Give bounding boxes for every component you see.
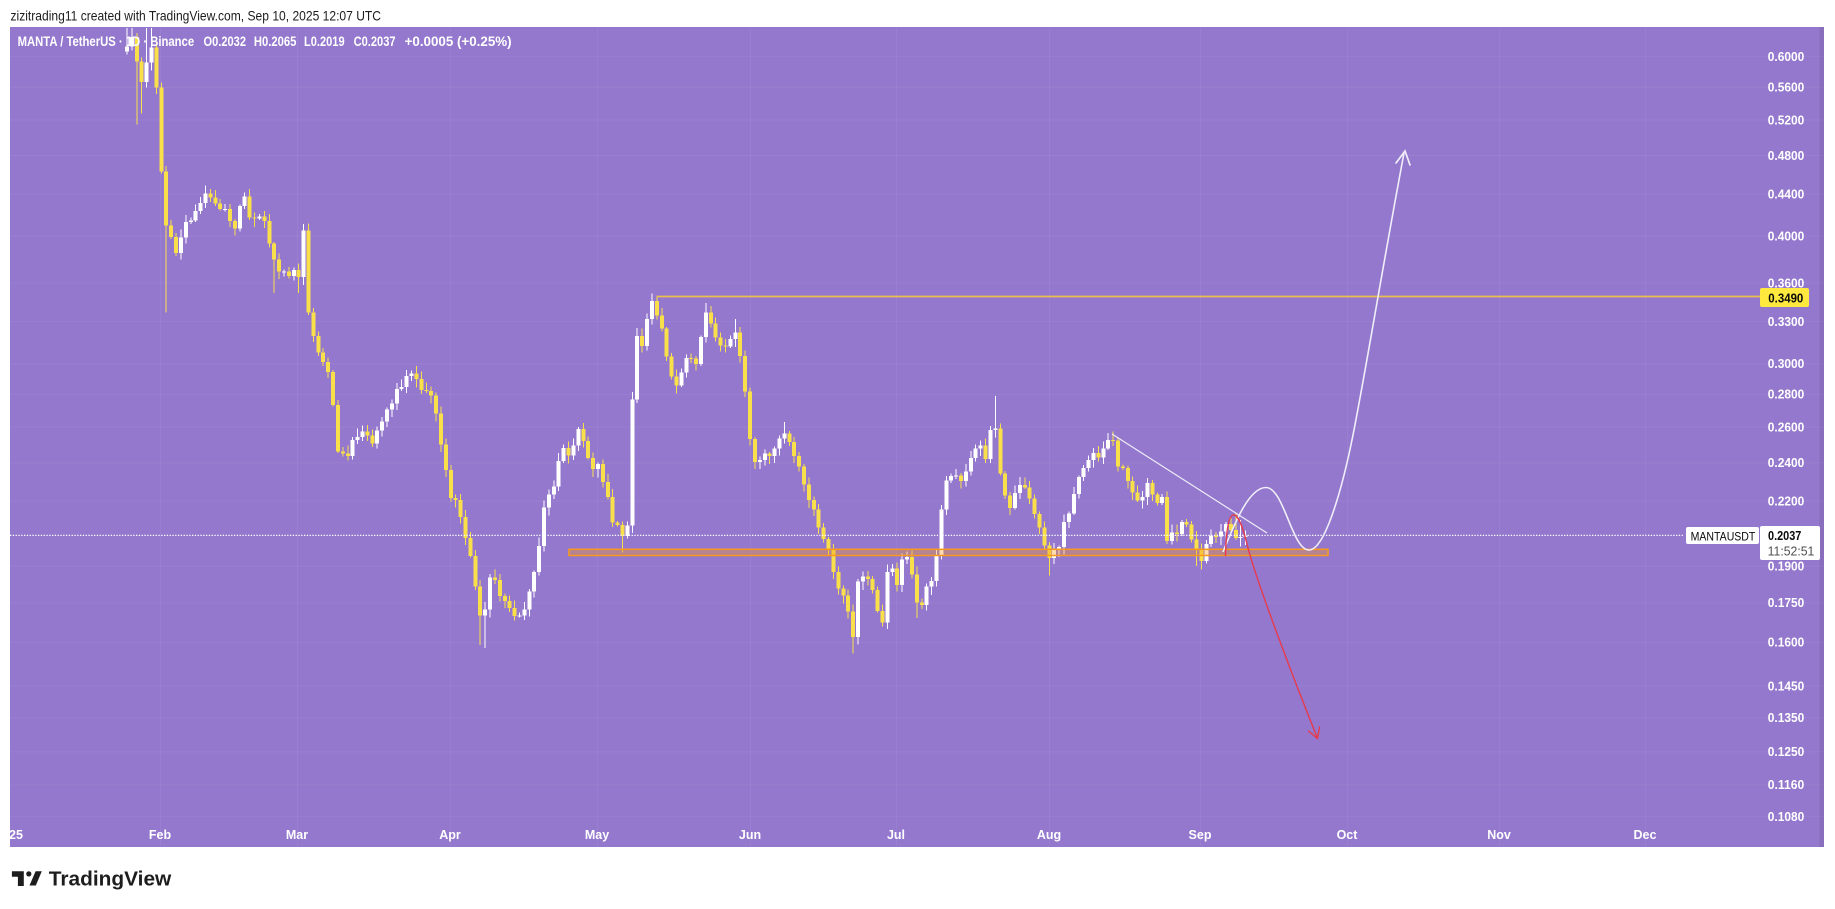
svg-text:0.2800: 0.2800	[1768, 388, 1805, 402]
svg-text:0.1750: 0.1750	[1768, 596, 1805, 610]
svg-text:0.1080: 0.1080	[1768, 810, 1805, 824]
svg-text:0.4800: 0.4800	[1768, 149, 1805, 163]
svg-text:0.5600: 0.5600	[1768, 81, 1805, 95]
svg-text:25: 25	[9, 828, 23, 842]
svg-text:TradingView: TradingView	[49, 868, 172, 890]
svg-text:0.1450: 0.1450	[1768, 679, 1805, 693]
svg-text:Oct: Oct	[1337, 828, 1359, 842]
svg-text:11:52:51: 11:52:51	[1768, 544, 1815, 558]
svg-text:0.4400: 0.4400	[1768, 187, 1805, 201]
svg-text:zizitrading11 created with Tra: zizitrading11 created with TradingView.c…	[11, 8, 382, 24]
svg-text:0.2400: 0.2400	[1768, 456, 1805, 470]
svg-text:Jul: Jul	[887, 828, 905, 842]
svg-text:Feb: Feb	[149, 828, 172, 842]
svg-text:0.5200: 0.5200	[1768, 113, 1805, 127]
svg-text:0.4000: 0.4000	[1768, 230, 1805, 244]
svg-text:+0.0005 (+0.25%): +0.0005 (+0.25%)	[405, 33, 512, 49]
svg-text:O0.2032: O0.2032	[204, 33, 247, 49]
svg-text:Jun: Jun	[739, 828, 761, 842]
svg-text:0.2200: 0.2200	[1768, 495, 1805, 509]
svg-text:Aug: Aug	[1037, 828, 1061, 842]
svg-text:0.3300: 0.3300	[1768, 315, 1805, 329]
svg-text:MANTAUSDT: MANTAUSDT	[1691, 529, 1756, 543]
svg-text:0.2037: 0.2037	[1768, 528, 1801, 543]
svg-text:L0.2019: L0.2019	[304, 33, 345, 49]
svg-text:0.3600: 0.3600	[1768, 276, 1805, 290]
svg-text:C0.2037: C0.2037	[354, 33, 396, 49]
svg-text:0.6000: 0.6000	[1768, 50, 1805, 64]
svg-text:0.1250: 0.1250	[1768, 745, 1805, 759]
svg-text:0.1350: 0.1350	[1768, 711, 1805, 725]
svg-text:May: May	[585, 828, 609, 842]
svg-text:Apr: Apr	[439, 828, 461, 842]
svg-text:0.3000: 0.3000	[1768, 357, 1805, 371]
svg-text:Dec: Dec	[1634, 828, 1657, 842]
svg-text:Sep: Sep	[1189, 828, 1212, 842]
svg-text:MANTA / TetherUS · 1D · Binanc: MANTA / TetherUS · 1D · Binance	[18, 33, 195, 49]
svg-text:0.1600: 0.1600	[1768, 636, 1805, 650]
svg-text:H0.2065: H0.2065	[254, 33, 297, 49]
svg-text:0.3490: 0.3490	[1768, 291, 1803, 306]
svg-text:0.2600: 0.2600	[1768, 421, 1805, 435]
svg-text:0.1900: 0.1900	[1768, 560, 1805, 574]
svg-text:0.1160: 0.1160	[1768, 778, 1805, 792]
svg-text:Mar: Mar	[286, 828, 308, 842]
svg-text:Nov: Nov	[1487, 828, 1511, 842]
